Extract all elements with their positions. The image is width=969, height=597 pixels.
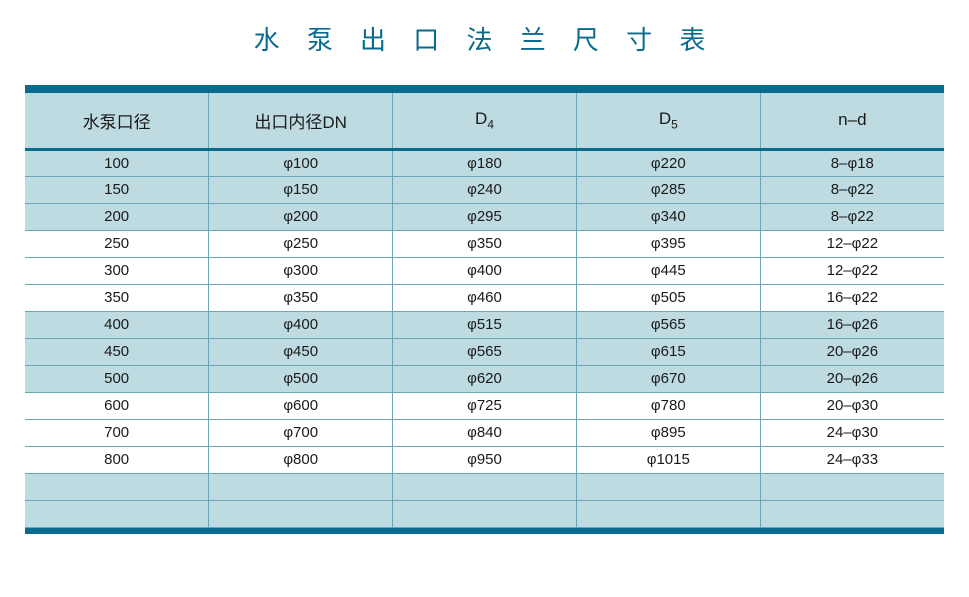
table-cell: 8–φ22: [760, 176, 944, 203]
table-cell: [25, 500, 209, 527]
table-cell: φ100: [209, 149, 393, 176]
table-row: 400φ400φ515φ56516–φ26: [25, 311, 944, 338]
table-cell: 12–φ22: [760, 230, 944, 257]
table-cell: φ295: [393, 203, 577, 230]
table-cell: φ400: [393, 257, 577, 284]
table-cell: φ1015: [576, 446, 760, 473]
table-cell: φ400: [209, 311, 393, 338]
table-bottom-bar: [25, 528, 944, 534]
table-row: 700φ700φ840φ89524–φ30: [25, 419, 944, 446]
table-cell: φ285: [576, 176, 760, 203]
table-cell: 400: [25, 311, 209, 338]
table-cell: 24–φ33: [760, 446, 944, 473]
table-cell: φ895: [576, 419, 760, 446]
table-cell: φ150: [209, 176, 393, 203]
table-cell: φ670: [576, 365, 760, 392]
table-cell: 800: [25, 446, 209, 473]
table-header-row: 水泵口径出口内径DND4D5n–d: [25, 93, 944, 149]
table-cell: 450: [25, 338, 209, 365]
table-container: 水泵口径出口内径DND4D5n–d 100φ100φ180φ2208–φ1815…: [25, 85, 944, 534]
table-row: [25, 473, 944, 500]
table-cell: [25, 473, 209, 500]
table-cell: φ700: [209, 419, 393, 446]
table-cell: [393, 473, 577, 500]
table-cell: φ500: [209, 365, 393, 392]
table-cell: φ725: [393, 392, 577, 419]
table-row: 800φ800φ950φ101524–φ33: [25, 446, 944, 473]
table-row: 300φ300φ400φ44512–φ22: [25, 257, 944, 284]
table-head: 水泵口径出口内径DND4D5n–d: [25, 93, 944, 149]
table-row: 450φ450φ565φ61520–φ26: [25, 338, 944, 365]
table-cell: 150: [25, 176, 209, 203]
table-cell: φ800: [209, 446, 393, 473]
column-header: D4: [393, 93, 577, 149]
table-cell: 8–φ22: [760, 203, 944, 230]
table-cell: 300: [25, 257, 209, 284]
table-row: 200φ200φ295φ3408–φ22: [25, 203, 944, 230]
table-cell: φ350: [393, 230, 577, 257]
table-cell: 600: [25, 392, 209, 419]
table-cell: φ600: [209, 392, 393, 419]
table-cell: φ250: [209, 230, 393, 257]
table-cell: φ840: [393, 419, 577, 446]
table-cell: 12–φ22: [760, 257, 944, 284]
table-cell: φ220: [576, 149, 760, 176]
table-cell: φ240: [393, 176, 577, 203]
table-top-bar: [25, 85, 944, 93]
table-cell: 350: [25, 284, 209, 311]
table-cell: φ395: [576, 230, 760, 257]
table-cell: φ505: [576, 284, 760, 311]
column-header: n–d: [760, 93, 944, 149]
column-header: D5: [576, 93, 760, 149]
table-row: 350φ350φ460φ50516–φ22: [25, 284, 944, 311]
table-cell: 8–φ18: [760, 149, 944, 176]
table-cell: φ950: [393, 446, 577, 473]
table-cell: [209, 500, 393, 527]
table-cell: φ200: [209, 203, 393, 230]
column-header: 水泵口径: [25, 93, 209, 149]
table-row: 500φ500φ620φ67020–φ26: [25, 365, 944, 392]
table-cell: φ460: [393, 284, 577, 311]
table-cell: 16–φ26: [760, 311, 944, 338]
table-cell: 20–φ26: [760, 338, 944, 365]
table-row: 250φ250φ350φ39512–φ22: [25, 230, 944, 257]
table-cell: φ350: [209, 284, 393, 311]
table-cell: φ445: [576, 257, 760, 284]
table-row: 150φ150φ240φ2858–φ22: [25, 176, 944, 203]
table-cell: [760, 473, 944, 500]
table-cell: 700: [25, 419, 209, 446]
table-cell: φ180: [393, 149, 577, 176]
table-body: 100φ100φ180φ2208–φ18150φ150φ240φ2858–φ22…: [25, 149, 944, 527]
table-cell: φ450: [209, 338, 393, 365]
table-row: [25, 500, 944, 527]
table-cell: 20–φ26: [760, 365, 944, 392]
page-title: 水 泵 出 口 法 兰 尺 寸 表: [25, 20, 944, 57]
table-row: 100φ100φ180φ2208–φ18: [25, 149, 944, 176]
table-cell: [576, 500, 760, 527]
flange-table: 水泵口径出口内径DND4D5n–d 100φ100φ180φ2208–φ1815…: [25, 93, 944, 528]
column-header: 出口内径DN: [209, 93, 393, 149]
table-cell: φ620: [393, 365, 577, 392]
table-cell: 16–φ22: [760, 284, 944, 311]
table-cell: φ565: [393, 338, 577, 365]
table-cell: 100: [25, 149, 209, 176]
table-cell: φ565: [576, 311, 760, 338]
table-cell: 24–φ30: [760, 419, 944, 446]
table-cell: φ515: [393, 311, 577, 338]
table-cell: [576, 473, 760, 500]
table-cell: φ780: [576, 392, 760, 419]
table-row: 600φ600φ725φ78020–φ30: [25, 392, 944, 419]
table-cell: [209, 473, 393, 500]
table-cell: φ300: [209, 257, 393, 284]
table-cell: [393, 500, 577, 527]
table-cell: 20–φ30: [760, 392, 944, 419]
table-cell: 250: [25, 230, 209, 257]
table-cell: φ615: [576, 338, 760, 365]
table-cell: [760, 500, 944, 527]
table-cell: 500: [25, 365, 209, 392]
table-cell: φ340: [576, 203, 760, 230]
table-cell: 200: [25, 203, 209, 230]
